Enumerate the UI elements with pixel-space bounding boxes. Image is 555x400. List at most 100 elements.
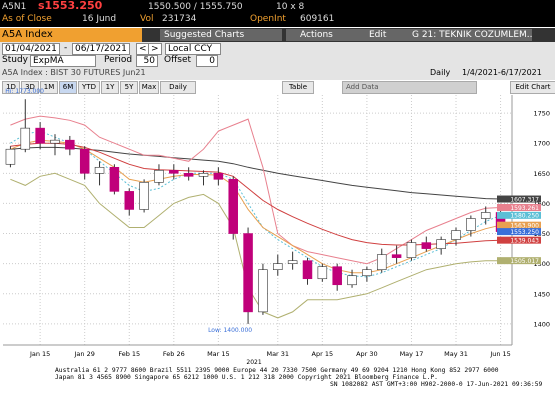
candle-body: [139, 182, 149, 210]
period-button[interactable]: 5Y: [120, 81, 138, 94]
footer-line: Japan 81 3 4565 8900 Singapore 65 6212 1…: [55, 374, 438, 381]
y-tick-label: 1700: [533, 140, 550, 148]
security[interactable]: A5A Index: [0, 28, 142, 42]
study-label: Study: [2, 55, 28, 65]
oi: 609161: [300, 14, 335, 24]
period-button[interactable]: 1M: [40, 81, 58, 94]
period-button[interactable]: 6M: [59, 81, 77, 94]
edit-chart[interactable]: Edit Chart: [510, 81, 555, 94]
study-name[interactable]: ExpMA: [30, 55, 96, 67]
candle-body: [228, 179, 238, 234]
x-tick-label: Jun 15: [489, 350, 511, 358]
candle-body: [5, 148, 16, 165]
footer-line: Australia 61 2 9777 8600 Brazil 5511 239…: [55, 367, 499, 374]
y-tick-label: 1500: [533, 260, 550, 268]
y-tick-label: 1750: [533, 110, 550, 118]
x-tick-label: Feb 15: [118, 350, 140, 358]
x-tick-label: Jan 15: [29, 350, 50, 358]
study-line: [10, 139, 501, 274]
offset-label: Offset: [164, 55, 192, 65]
candle-body: [466, 218, 476, 231]
study-line: [10, 172, 501, 319]
last-value-label: 1539.043: [510, 237, 539, 244]
x-tick-label: May 31: [444, 350, 468, 358]
last-value-label: 1580.250: [510, 213, 539, 220]
last-value-label-box: [497, 195, 541, 203]
x-tick-label: Jan 29: [74, 350, 95, 358]
year-label: 2021: [246, 359, 261, 366]
table-button[interactable]: Table: [282, 81, 314, 94]
frequency: Daily: [430, 68, 451, 77]
as-of: As of Close: [2, 14, 52, 24]
candle-body: [94, 166, 105, 174]
candle-body: [376, 254, 387, 270]
period-label: Period: [104, 55, 133, 65]
period-button[interactable]: 1Y: [101, 81, 119, 94]
candle-body: [154, 170, 164, 183]
candle-body: [213, 173, 224, 180]
candle-body: [273, 263, 283, 270]
period-button[interactable]: Daily: [160, 81, 196, 94]
x-tick-label: May 17: [400, 350, 424, 358]
y-tick-label: 1400: [533, 320, 550, 328]
toolbar-button[interactable]: Edit: [355, 29, 414, 41]
candle-body: [347, 275, 357, 286]
study-line: [10, 115, 501, 265]
toolbar-button[interactable]: Suggested Charts: [160, 29, 282, 41]
last-value-label: 1607.317: [510, 196, 539, 203]
offset[interactable]: 0: [196, 55, 218, 67]
candle-body: [451, 230, 461, 240]
candle-body: [243, 233, 253, 313]
footer-line: SN 1082082 AST GMT+3:00 H902-2000-0 17-J…: [330, 381, 543, 388]
study-line: [10, 142, 501, 246]
period-button[interactable]: YTD: [78, 81, 100, 94]
close-label-box: [497, 228, 541, 236]
size: 10 x 8: [276, 2, 305, 12]
next-button[interactable]: >: [148, 43, 162, 55]
x-tick-label: Feb 26: [163, 350, 185, 358]
period-button[interactable]: 1D: [2, 81, 20, 94]
bid-ask: 1550.500 / 1555.750: [148, 2, 243, 12]
candle-body: [391, 254, 402, 258]
date-span: 1/4/2021-6/17/2021: [462, 68, 542, 77]
candle-body: [35, 127, 45, 144]
end-date[interactable]: 06/17/2021: [72, 43, 130, 55]
period-button[interactable]: Max: [139, 81, 159, 94]
candle-body: [317, 266, 328, 280]
low-annotation: Low: 1400.000: [208, 327, 252, 334]
x-tick-label: Apr 30: [356, 350, 378, 358]
last-value-label: 1563.900: [510, 222, 539, 229]
candle-body: [480, 212, 491, 219]
ticker: A5N1: [2, 2, 27, 12]
hi-annotation: Hi: 1773.000: [5, 88, 44, 95]
range-sep: -: [64, 43, 68, 53]
period[interactable]: 50: [136, 55, 158, 67]
candle-body: [287, 260, 298, 264]
currency[interactable]: Local CCY: [165, 43, 221, 55]
last-value-label-box: [497, 257, 541, 265]
candle-body: [362, 269, 372, 277]
candle-body: [183, 173, 194, 177]
last-value-label: 1505.017: [510, 258, 539, 265]
candle-body: [302, 260, 313, 280]
oi-label: OpenInt: [250, 14, 286, 24]
toolbar-button[interactable]: Actions: [286, 29, 360, 41]
date: 16 Jund: [82, 14, 117, 24]
last-price: s1553.250: [38, 0, 103, 12]
candle-body: [109, 166, 120, 192]
y-tick-label: 1600: [533, 200, 550, 208]
y-tick-label: 1650: [533, 170, 550, 178]
period-button[interactable]: 3D: [21, 81, 39, 94]
last-value-label-box: [497, 211, 541, 219]
candle-body: [50, 139, 60, 144]
candle-body: [79, 148, 90, 174]
start-date[interactable]: 01/04/2021: [2, 43, 60, 55]
vol-label: Vol: [140, 14, 154, 24]
candle-body: [406, 242, 417, 258]
quote-bar: [0, 0, 555, 27]
last-value-label-box: [497, 203, 541, 211]
page-title[interactable]: G 21: TEKNIK COZUMLEM...: [408, 29, 532, 41]
vol: 231734: [162, 14, 197, 24]
add-data[interactable]: Add Data: [342, 81, 477, 94]
